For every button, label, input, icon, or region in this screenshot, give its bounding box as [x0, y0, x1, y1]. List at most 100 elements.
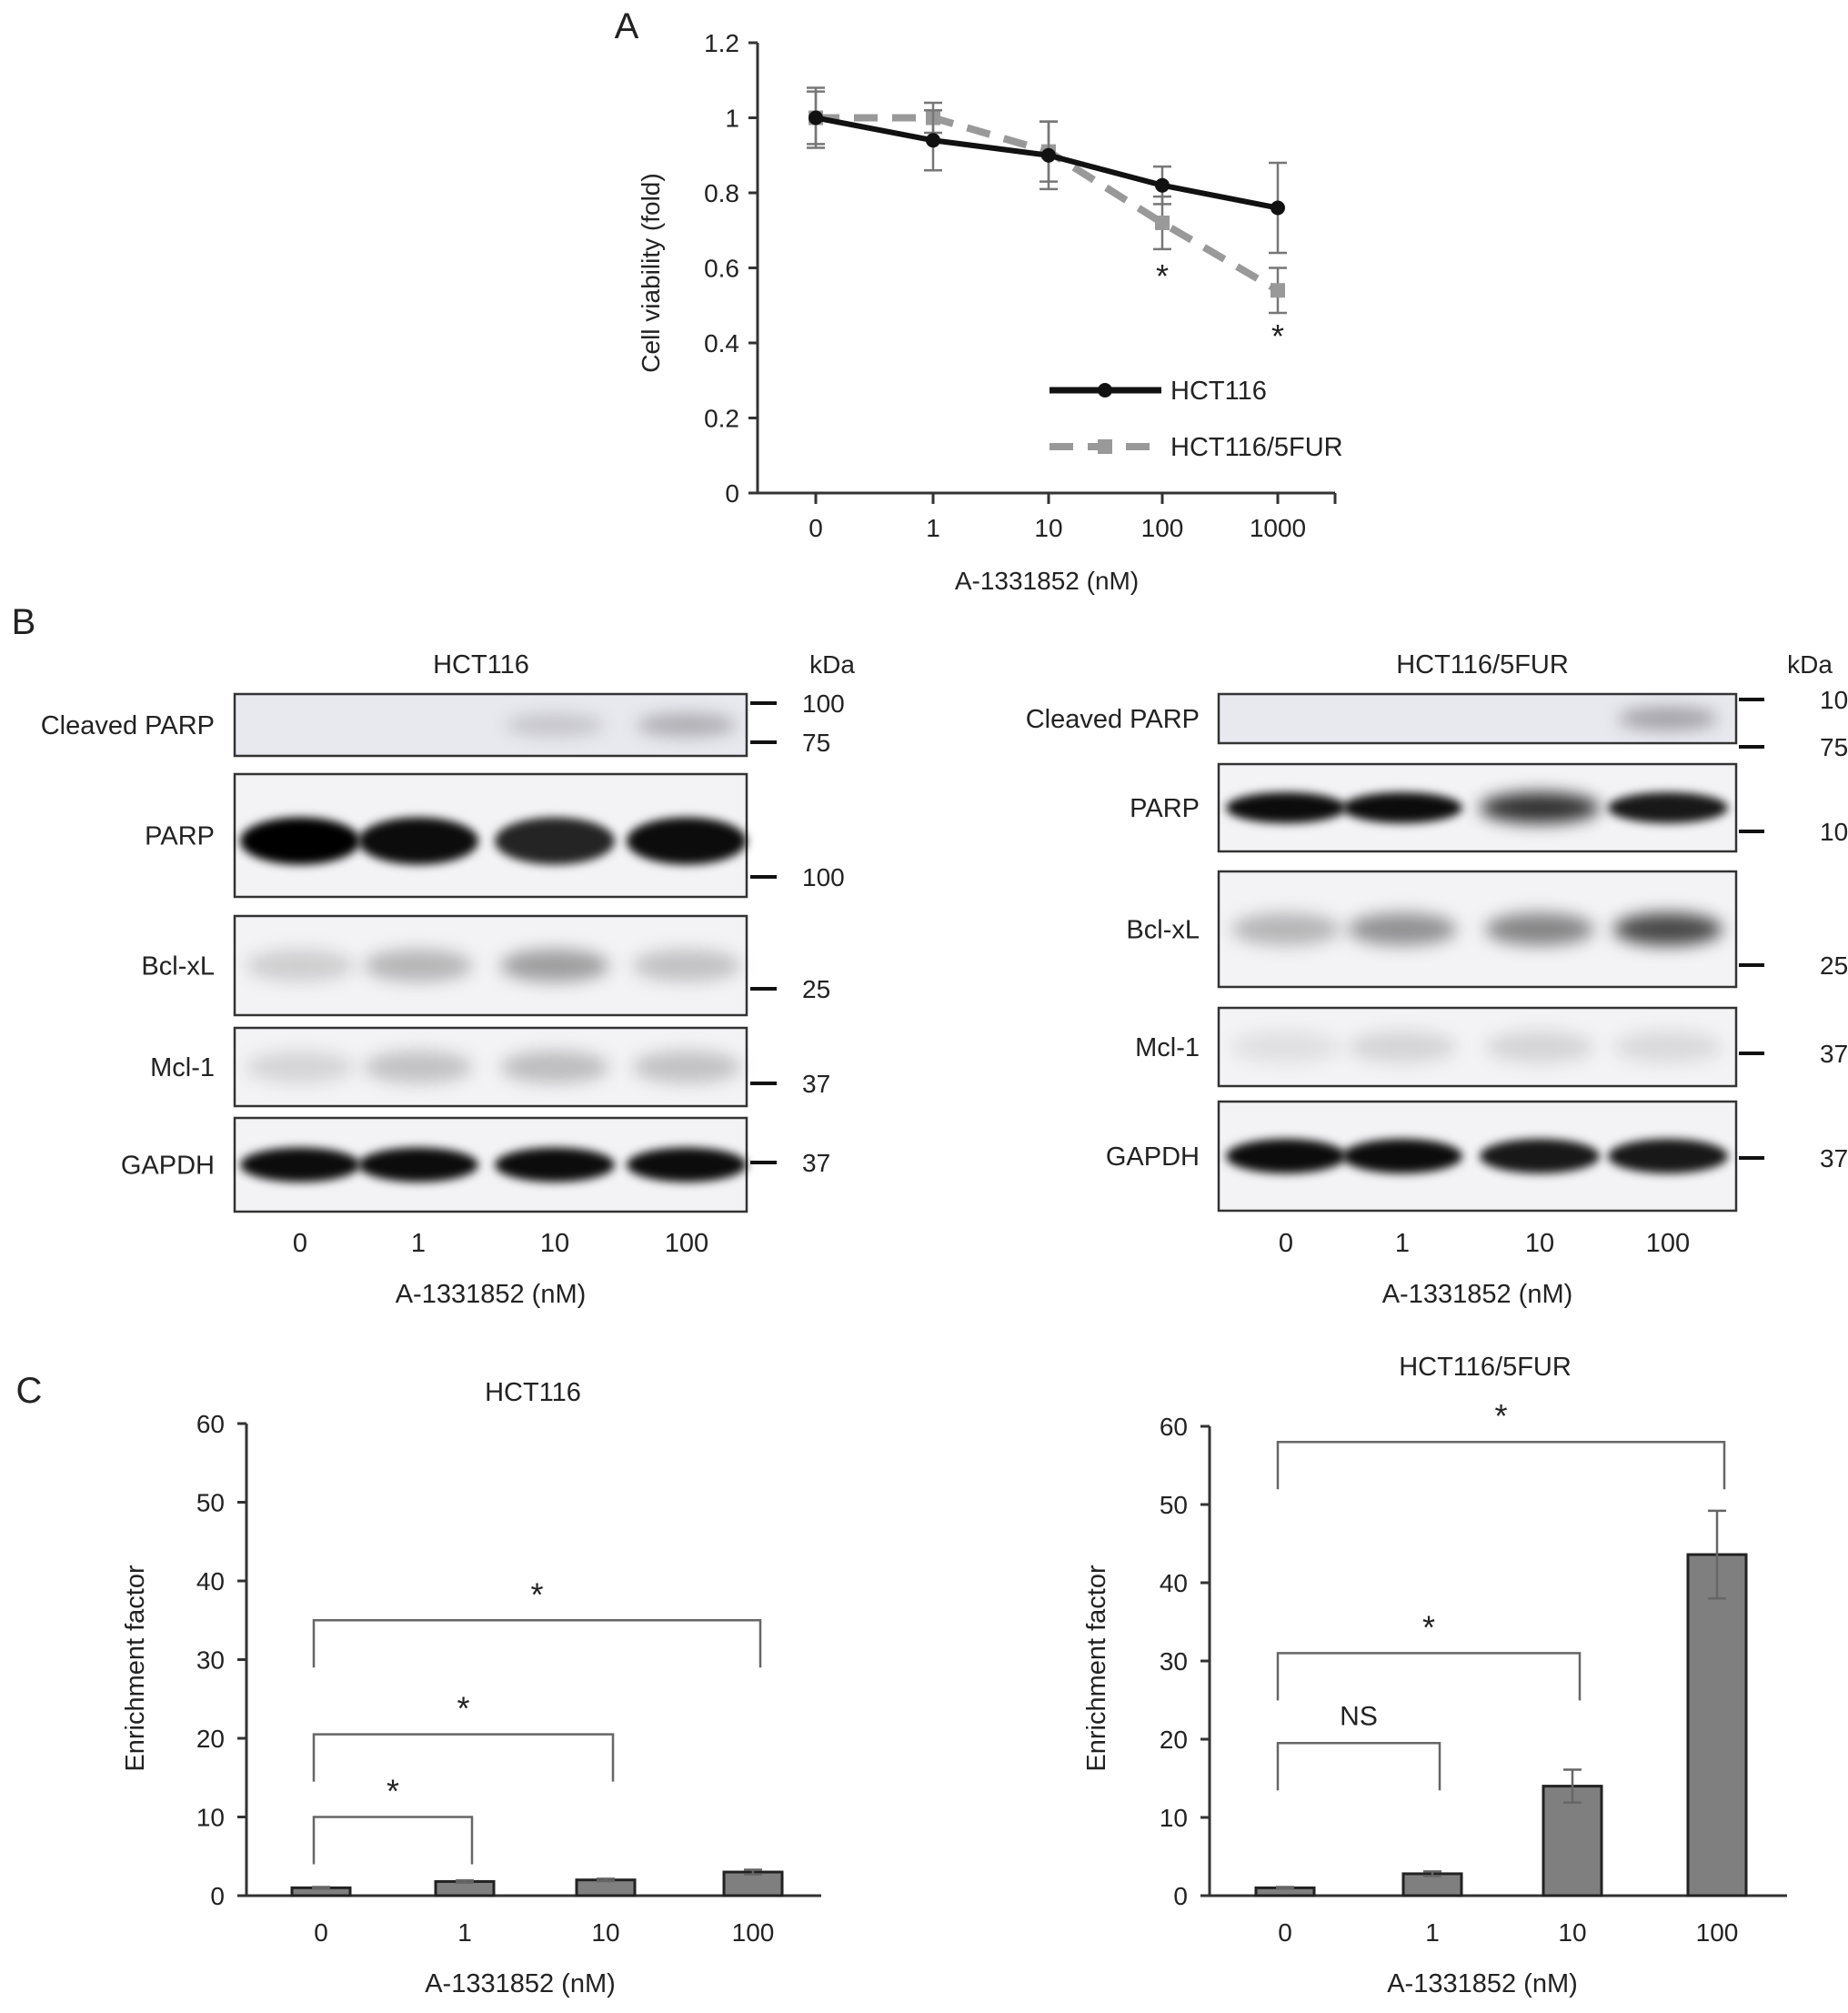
protein-band — [1480, 792, 1600, 823]
protein-band — [1480, 1139, 1600, 1173]
y-tick-label: 0 — [1173, 1882, 1188, 1910]
protein-band — [246, 949, 355, 982]
x-tick-label: 1000 — [1250, 514, 1306, 542]
lane-label: 1 — [411, 1229, 426, 1258]
y-tick-label: 60 — [196, 1410, 225, 1438]
panel-label-b: B — [12, 602, 36, 642]
bar — [1542, 1785, 1603, 1897]
protein-band — [1226, 1139, 1346, 1173]
mw-marker-label: 25 — [1820, 951, 1848, 980]
data-point-circle — [1041, 147, 1056, 163]
data-point-circle — [926, 133, 940, 148]
significance-asterisk: * — [1156, 257, 1169, 295]
protein-band — [1231, 1031, 1341, 1063]
y-tick-label: 0 — [210, 1882, 225, 1910]
bar — [575, 1878, 637, 1897]
legend-label-hct116: HCT116 — [1170, 377, 1267, 406]
protein-band — [495, 1147, 615, 1183]
data-point-circle — [808, 110, 823, 126]
blot-row-label: Mcl-1 — [1135, 1033, 1200, 1062]
blot-row-parp: PARP — [1130, 762, 1738, 853]
y-tick-label: 40 — [196, 1567, 225, 1595]
significance-bracket — [1276, 1652, 1582, 1701]
blot-title: HCT116/5FUR — [1396, 650, 1569, 679]
x-axis-label: A-1331852 (nM) — [425, 1969, 616, 1998]
panel-label-a: A — [615, 6, 639, 46]
y-tick-label: 1.2 — [704, 29, 739, 57]
protein-band — [500, 1051, 609, 1083]
y-axis-label: Cell viability (fold) — [637, 173, 665, 372]
protein-band — [240, 1147, 360, 1183]
x-tick-label: 10 — [1034, 514, 1062, 542]
legend-marker-square — [1098, 439, 1112, 454]
x-tick-label: 0 — [808, 514, 823, 542]
chart-a: 0 0.2 0.4 0.6 0.8 1 1.2 0 1 10 100 1000 A-1331852 (n… — [637, 29, 1343, 595]
bar — [722, 1870, 784, 1897]
x-tick-label: 0 — [314, 1918, 328, 1947]
significance-bracket — [312, 1733, 615, 1782]
y-tick-label: 40 — [1160, 1569, 1188, 1597]
data-point-circle — [1270, 200, 1285, 216]
protein-band — [1342, 1139, 1462, 1173]
protein-band — [1342, 792, 1462, 823]
protein-band — [240, 817, 360, 865]
x-tick-label: 100 — [1141, 514, 1184, 542]
chart-title: HCT116 — [485, 1378, 581, 1407]
y-axis-label: Enrichment factor — [1082, 1565, 1111, 1772]
y-tick-label: 30 — [1160, 1647, 1188, 1676]
significance-asterisk: * — [387, 1773, 399, 1810]
significance-asterisk: * — [1271, 317, 1284, 355]
protein-band — [1608, 1139, 1728, 1173]
panel-label-c: C — [16, 1371, 43, 1411]
x-tick-label: 10 — [591, 1918, 619, 1947]
blot-row-mcl-1: Mcl-1 — [1135, 1006, 1738, 1088]
protein-band — [358, 1147, 478, 1183]
protein-band — [1485, 1031, 1594, 1063]
protein-band — [505, 713, 605, 737]
protein-band — [627, 817, 747, 865]
blot-row-label: PARP — [1130, 794, 1200, 823]
protein-band — [1608, 792, 1728, 823]
mw-marker-label: 100 — [1820, 686, 1848, 714]
significance-asterisk: * — [530, 1575, 543, 1613]
x-tick-label: 1 — [1425, 1918, 1440, 1947]
x-axis-label: A-1331852 (nM) — [1387, 1969, 1578, 1998]
blot-row-gapdh: GAPDH — [1106, 1100, 1738, 1213]
y-tick-label: 1 — [725, 105, 739, 133]
significance-ns-label: NS — [1340, 1701, 1378, 1731]
data-point-square — [1270, 283, 1285, 298]
significance-asterisk: * — [457, 1690, 469, 1727]
blot-row-gapdh: GAPDH — [121, 1116, 748, 1213]
mw-marker-label: 37 — [1820, 1144, 1848, 1173]
data-point-square — [1155, 216, 1170, 230]
y-tick-label: 60 — [1160, 1413, 1188, 1441]
y-tick-label: 10 — [1160, 1804, 1188, 1832]
y-tick-label: 0.6 — [704, 255, 739, 283]
protein-band — [358, 817, 478, 865]
blot-row-mcl-1: Mcl-1 — [150, 1026, 748, 1108]
x-tick-label: 0 — [1278, 1918, 1292, 1947]
x-tick-label: 10 — [1558, 1918, 1586, 1947]
western-blot-hct116-5fur: HCT116/5FUR kDa Cleaved PARP PARP Bcl-xL Mcl-… — [1026, 650, 1848, 1309]
blot-row-label: Cleaved PARP — [1026, 705, 1200, 734]
significance-bracket — [312, 1619, 762, 1668]
blot-row-label: GAPDH — [121, 1152, 215, 1181]
protein-band — [632, 1051, 741, 1083]
y-tick-label: 0.4 — [704, 329, 739, 357]
blot-x-axis-label: A-1331852 (nM) — [396, 1280, 587, 1309]
significance-bracket — [312, 1816, 474, 1865]
lane-label: 10 — [540, 1229, 569, 1258]
mw-marker-label: 100 — [802, 863, 845, 891]
protein-band — [627, 1147, 747, 1183]
protein-band — [1485, 912, 1594, 946]
mw-marker-label: 37 — [802, 1070, 830, 1098]
y-tick-label: 50 — [1160, 1491, 1188, 1519]
lane-label: 0 — [1279, 1229, 1293, 1258]
protein-band — [1226, 792, 1346, 823]
blot-x-axis-label: A-1331852 (nM) — [1382, 1280, 1573, 1309]
mw-marker-label: 100 — [1820, 818, 1848, 846]
blot-row-label: Cleaved PARP — [41, 711, 215, 740]
blot-row-cleaved-parp: Cleaved PARP — [41, 692, 748, 758]
significance-asterisk: * — [1494, 1397, 1507, 1434]
lane-label: 100 — [665, 1229, 708, 1258]
